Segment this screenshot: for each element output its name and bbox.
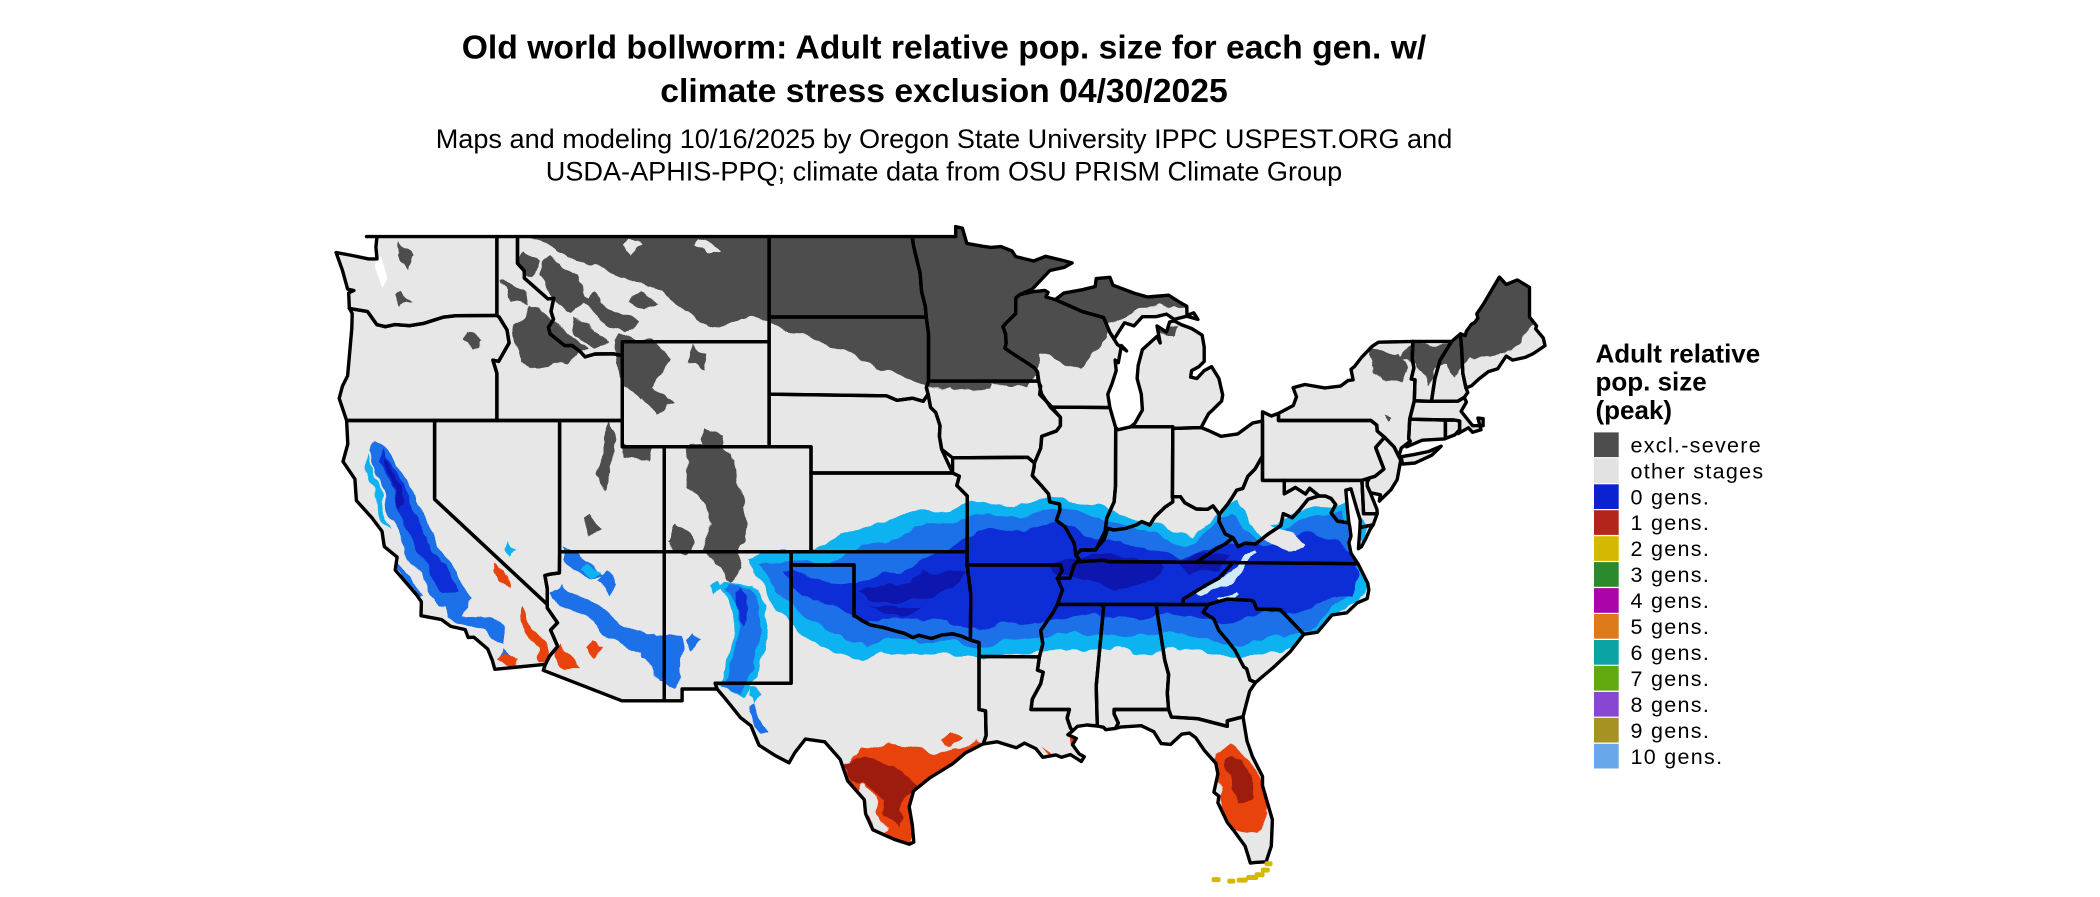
svg-text:2 gens.: 2 gens.	[1631, 537, 1711, 561]
svg-text:3 gens.: 3 gens.	[1631, 563, 1711, 587]
svg-text:Maps and modeling 10/16/2025 b: Maps and modeling 10/16/2025 by Oregon S…	[436, 123, 1453, 154]
svg-text:(peak): (peak)	[1596, 395, 1673, 425]
svg-text:5 gens.: 5 gens.	[1631, 615, 1711, 639]
svg-text:6 gens.: 6 gens.	[1631, 641, 1711, 665]
svg-text:pop. size: pop. size	[1596, 367, 1707, 397]
svg-text:excl.-severe: excl.-severe	[1631, 433, 1763, 457]
svg-text:9 gens.: 9 gens.	[1631, 719, 1711, 743]
svg-text:other stages: other stages	[1631, 459, 1765, 483]
svg-text:4 gens.: 4 gens.	[1631, 589, 1711, 613]
svg-text:8 gens.: 8 gens.	[1631, 693, 1711, 717]
svg-text:10 gens.: 10 gens.	[1631, 745, 1724, 769]
svg-text:1 gens.: 1 gens.	[1631, 511, 1711, 535]
svg-text:0 gens.: 0 gens.	[1631, 485, 1711, 509]
svg-text:USDA-APHIS-PPQ; climate data f: USDA-APHIS-PPQ; climate data from OSU PR…	[546, 155, 1342, 186]
svg-text:7 gens.: 7 gens.	[1631, 667, 1711, 691]
svg-text:Old world bollworm: Adult rela: Old world bollworm: Adult relative pop. …	[462, 28, 1427, 66]
svg-text:Adult relative: Adult relative	[1596, 339, 1761, 369]
svg-text:climate stress exclusion 04/30: climate stress exclusion 04/30/2025	[660, 72, 1227, 110]
